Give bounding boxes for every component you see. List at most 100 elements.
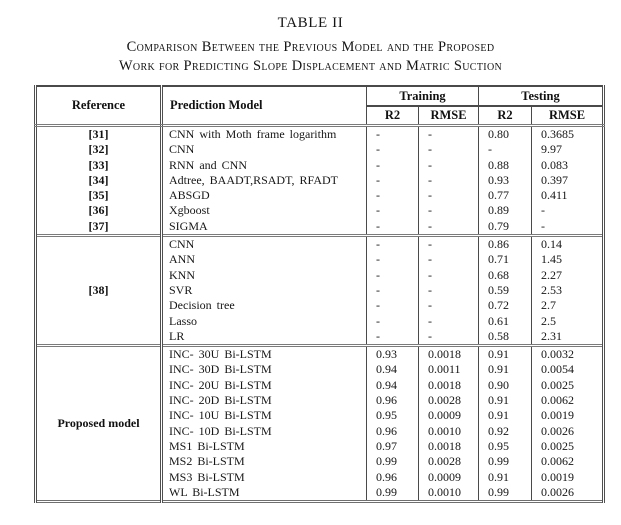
training-rmse-cell: - [418,235,479,253]
model-cell: MS1 Bi-LSTM [161,438,367,455]
table-row: INC- 20D Bi-LSTM 0.96 0.0028 0.91 0.0062 [36,393,606,409]
testing-r2-cell: 0.58 [478,328,532,346]
model-cell: KNN [161,267,367,283]
reference-cell: [38] [34,235,163,346]
model-cell: Decision tree [161,298,367,314]
testing-rmse-cell: 1.45 [531,252,606,268]
training-r2-cell: - [366,282,419,299]
testing-rmse-cell: 0.0019 [531,408,606,424]
training-r2-cell: 0.95 [366,408,419,424]
testing-rmse-cell: - [531,218,606,236]
table-row: ANN - -0.71 1.45 [36,252,606,268]
model-cell: SVR [161,282,367,299]
training-r2-cell: - [366,267,419,283]
table-group: [31] CNN with Moth frame logarithm - -0.80 0… [34,125,606,236]
training-r2-cell: - [366,125,419,143]
table-caption-line-2: Work for Predicting Slope Displacement a… [118,58,503,74]
table-row: [37] SIGMA - -0.79- [34,218,606,236]
testing-r2-cell: 0.77 [478,188,532,204]
training-rmse-cell: - [418,142,479,158]
testing-r2-cell: 0.91 [478,469,532,485]
testing-r2-cell: 0.92 [478,423,532,439]
testing-rmse-cell: 2.7 [531,298,606,314]
table-row: INC- 10D Bi-LSTM 0.96 0.0010 0.92 0.0026 [36,423,606,439]
model-cell: INC- 30D Bi-LSTM [161,362,367,378]
header-training-rmse: RMSE [418,105,479,127]
model-cell: INC- 20D Bi-LSTM [161,393,367,409]
header-prediction-model: Prediction Model [161,85,367,127]
model-cell: ABSGD [161,188,367,204]
table-row: [35] ABSGD - -0.77 0.411 [34,188,606,204]
training-r2-cell: 0.96 [366,423,419,439]
training-rmse-cell: - [418,298,479,314]
testing-r2-cell: 0.89 [478,203,532,219]
table-row: Lasso - -0.61 2.5 [36,313,606,329]
testing-r2-cell: 0.86 [478,235,532,253]
testing-rmse-cell: 0.0026 [531,484,606,502]
table-row: Decision tree - -0.72 2.7 [36,298,606,314]
header-testing-r2: R2 [478,105,532,127]
training-rmse-cell: 0.0018 [418,377,479,394]
reference-cell: [32] [34,142,163,158]
model-cell: RNN and CNN [161,157,367,173]
training-r2-cell: 0.97 [366,438,419,455]
model-cell: SIGMA [161,218,367,236]
training-r2-cell: - [366,328,419,346]
testing-rmse-cell: 0.0025 [531,438,606,455]
model-cell: Adtree, BAADT,RSADT, RFADT [161,172,367,189]
testing-rmse-cell: 2.5 [531,313,606,329]
training-r2-cell: - [366,188,419,204]
testing-rmse-cell: - [531,203,606,219]
training-rmse-cell: - [418,282,479,299]
testing-r2-cell: 0.88 [478,157,532,173]
training-r2-cell: - [366,298,419,314]
reference-cell: Proposed model [34,345,163,502]
testing-r2-cell: 0.91 [478,362,532,378]
model-cell: INC- 20U Bi-LSTM [161,377,367,394]
table-row: [33] RNN and CNN - -0.88 0.083 [34,157,606,173]
testing-r2-cell: 0.61 [478,313,532,329]
testing-rmse-cell: 0.14 [531,235,606,253]
table-row: WL Bi-LSTM 0.99 0.0010 0.99 0.0026 [36,484,606,502]
testing-rmse-cell: 0.0054 [531,362,606,378]
testing-rmse-cell: 2.27 [531,267,606,283]
training-r2-cell: 0.96 [366,469,419,485]
header-training-r2: R2 [366,105,419,127]
training-rmse-cell: 0.0010 [418,423,479,439]
testing-r2-cell: 0.99 [478,454,532,470]
reference-cell: [36] [34,203,163,219]
training-r2-cell: - [366,313,419,329]
testing-r2-cell: 0.95 [478,438,532,455]
training-rmse-cell: 0.0009 [418,469,479,485]
training-rmse-cell: - [418,125,479,143]
training-rmse-cell: - [418,267,479,283]
table-row: MS1 Bi-LSTM 0.97 0.0018 0.95 0.0025 [36,438,606,455]
model-cell: Xgboost [161,203,367,219]
table-number-label: TABLE II [277,15,344,31]
table-row: [31] CNN with Moth frame logarithm - -0.80 0… [34,125,606,143]
testing-rmse-cell: 0.0062 [531,454,606,470]
testing-rmse-cell: 9.97 [531,142,606,158]
testing-rmse-cell: 2.53 [531,282,606,299]
model-cell: CNN with Moth frame logarithm [161,125,367,143]
training-rmse-cell: 0.0010 [418,484,479,502]
table-row: MS3 Bi-LSTM 0.96 0.0009 0.91 0.0019 [36,469,606,485]
testing-rmse-cell: 0.0062 [531,393,606,409]
testing-r2-cell: 0.59 [478,282,532,299]
testing-r2-cell: - [478,142,532,158]
table-row: KNN - -0.68 2.27 [36,267,606,283]
header-row-metrics: R2 RMSE R2 RMSE [36,105,606,127]
model-cell: WL Bi-LSTM [161,484,367,502]
model-cell: Lasso [161,313,367,329]
header-reference: Reference [34,85,163,127]
training-r2-cell: - [366,203,419,219]
reference-cell: [34] [34,172,163,189]
testing-r2-cell: 0.91 [478,408,532,424]
training-rmse-cell: 0.0009 [418,408,479,424]
training-r2-cell: 0.99 [366,484,419,502]
training-rmse-cell: 0.0018 [418,345,479,363]
training-r2-cell: - [366,218,419,236]
training-r2-cell: - [366,235,419,253]
training-rmse-cell: - [418,157,479,173]
